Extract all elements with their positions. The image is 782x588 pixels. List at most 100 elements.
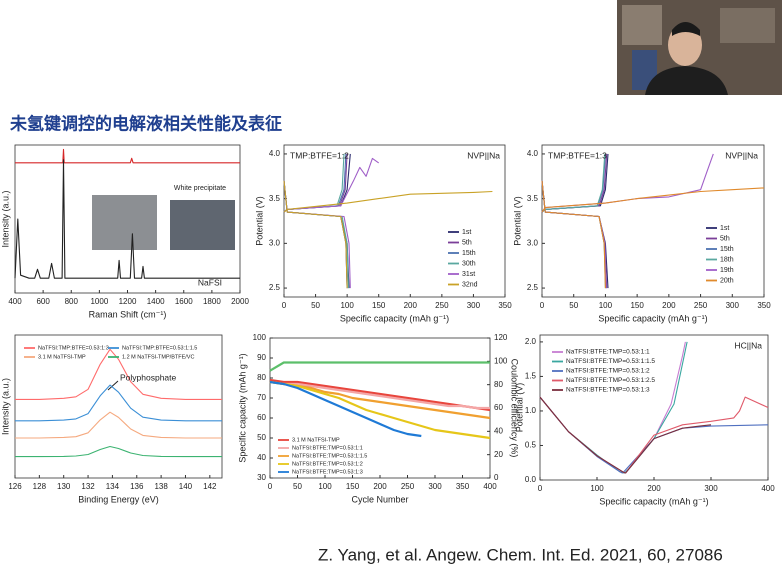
x-tick-label: 130 xyxy=(57,482,71,491)
y-tick-label: 3.5 xyxy=(269,194,281,203)
data-line xyxy=(15,348,222,400)
x-tick-label: 138 xyxy=(154,482,168,491)
x-tick-label: 1400 xyxy=(147,297,165,306)
x-tick-label: 50 xyxy=(293,482,302,491)
legend-label: NaTFSI:BTFE:TMP=0.53:1:2 xyxy=(566,368,650,375)
x-tick-label: 100 xyxy=(599,301,613,310)
y-tick-label: 30 xyxy=(257,473,266,482)
y2-tick-label: 0 xyxy=(494,473,499,482)
x-tick-label: 400 xyxy=(761,484,775,493)
webcam xyxy=(617,0,782,95)
legend-label: 32nd xyxy=(462,281,478,288)
x-tick-label: 1000 xyxy=(90,297,108,306)
x-tick-label: 134 xyxy=(106,482,120,491)
y-tick-label: 60 xyxy=(257,413,266,422)
legend-label: 3.1 M NaTFSI-TMP xyxy=(38,354,86,360)
y-tick-label: 0.5 xyxy=(525,441,537,450)
x-axis-title: Raman Shift (cm⁻¹) xyxy=(89,309,167,319)
y-tick-label: 1.0 xyxy=(525,406,537,415)
x-tick-label: 136 xyxy=(130,482,144,491)
y-tick-label: 4.0 xyxy=(527,149,539,158)
data-line xyxy=(15,384,222,422)
x-tick-label: 600 xyxy=(36,297,50,306)
legend-label: 18th xyxy=(720,256,734,263)
y-tick-label: 0.0 xyxy=(525,475,537,484)
y2-tick-label: 80 xyxy=(494,380,503,389)
y2-tick-label: 40 xyxy=(494,426,503,435)
plot-frame xyxy=(14,334,223,479)
x-tick-label: 50 xyxy=(569,301,578,310)
x-tick-label: 126 xyxy=(8,482,22,491)
legend-label: 1st xyxy=(462,229,471,236)
y-tick-label: 2.5 xyxy=(527,283,539,292)
y-axis-title: Potential (V) xyxy=(254,196,264,246)
x-axis-title: Specific capacity (mAh g⁻¹) xyxy=(340,313,449,323)
x-tick-label: 0 xyxy=(540,301,545,310)
data-line xyxy=(269,378,491,412)
legend-label: 15th xyxy=(462,250,476,257)
legend-label: 19th xyxy=(720,267,734,274)
x-tick-label: 250 xyxy=(401,482,415,491)
y-tick-label: 50 xyxy=(257,433,266,442)
x-tick-label: 50 xyxy=(311,301,320,310)
annotation: NVP||Na xyxy=(467,150,500,160)
legend-label: NaTFSI:TMP:BTFE=0.53:1:3 xyxy=(38,345,109,351)
data-line xyxy=(269,380,491,440)
x-axis-title: Cycle Number xyxy=(351,494,408,504)
x-tick-label: 100 xyxy=(340,301,354,310)
data-line xyxy=(269,380,422,438)
legend-label: NaTFSI:BTFE:TMP=0.53:1:1 xyxy=(292,445,363,451)
x-tick-label: 250 xyxy=(435,301,449,310)
x-tick-label: 350 xyxy=(757,301,771,310)
x-tick-label: 150 xyxy=(630,301,644,310)
annotation: NaFSI xyxy=(198,277,222,287)
plot-frame xyxy=(541,144,765,298)
annotation-arrow xyxy=(107,380,119,391)
y-tick-label: 3.0 xyxy=(269,238,281,247)
x-tick-label: 142 xyxy=(203,482,217,491)
legend-label: 15th xyxy=(720,246,734,253)
slide-title: 未氢键调控的电解液相关性能及表征 xyxy=(9,113,282,133)
x-tick-label: 1200 xyxy=(119,297,137,306)
y-tick-label: 80 xyxy=(257,373,266,382)
x-tick-label: 400 xyxy=(8,297,22,306)
legend-label: 5th xyxy=(720,235,730,242)
data-line xyxy=(539,396,712,474)
x-tick-label: 200 xyxy=(404,301,418,310)
x-tick-label: 300 xyxy=(726,301,740,310)
x-tick-label: 150 xyxy=(372,301,386,310)
x-tick-label: 300 xyxy=(704,484,718,493)
x-tick-label: 128 xyxy=(33,482,47,491)
data-line xyxy=(15,445,222,458)
y-axis-title: Intensity (a.u.) xyxy=(0,190,10,247)
y-tick-label: 4.0 xyxy=(269,149,281,158)
legend-label: 30th xyxy=(462,260,476,267)
x-tick-label: 100 xyxy=(318,482,332,491)
y-tick-label: 2.5 xyxy=(269,283,281,292)
y2-tick-label: 60 xyxy=(494,403,503,412)
legend-label: NaTFSI:BTFE:TMP=0.53:1:1.5 xyxy=(566,358,655,365)
citation: Z. Yang, et al. Angew. Chem. Int. Ed. 20… xyxy=(318,545,723,564)
legend-label: NaTFSI:BTFE:TMP=0.53:1:2.5 xyxy=(566,377,655,384)
y2-tick-label: 120 xyxy=(494,333,508,342)
data-line xyxy=(15,411,222,439)
inset-photo xyxy=(170,200,235,250)
legend-label: 3.1 M NaTFSI-TMP xyxy=(292,437,340,443)
legend-label: NaTFSI:BTFE:TMP=0.53:1:3 xyxy=(292,469,363,475)
y-axis-title: Potential (V) xyxy=(514,383,524,433)
data-line xyxy=(14,159,240,279)
data-line xyxy=(541,180,765,289)
y-tick-label: 3.5 xyxy=(527,194,539,203)
y-axis-title: Potential (V) xyxy=(512,196,522,246)
x-tick-label: 132 xyxy=(81,482,95,491)
y-tick-label: 70 xyxy=(257,393,266,402)
y-tick-label: 2.0 xyxy=(525,337,537,346)
x-tick-label: 250 xyxy=(694,301,708,310)
annotation: TMP:BTFE=1:2 xyxy=(290,150,349,160)
annotation: HC||Na xyxy=(734,340,762,350)
x-tick-label: 1800 xyxy=(203,297,221,306)
legend-label: 31st xyxy=(462,271,475,278)
x-tick-label: 0 xyxy=(282,301,287,310)
x-tick-label: 200 xyxy=(647,484,661,493)
